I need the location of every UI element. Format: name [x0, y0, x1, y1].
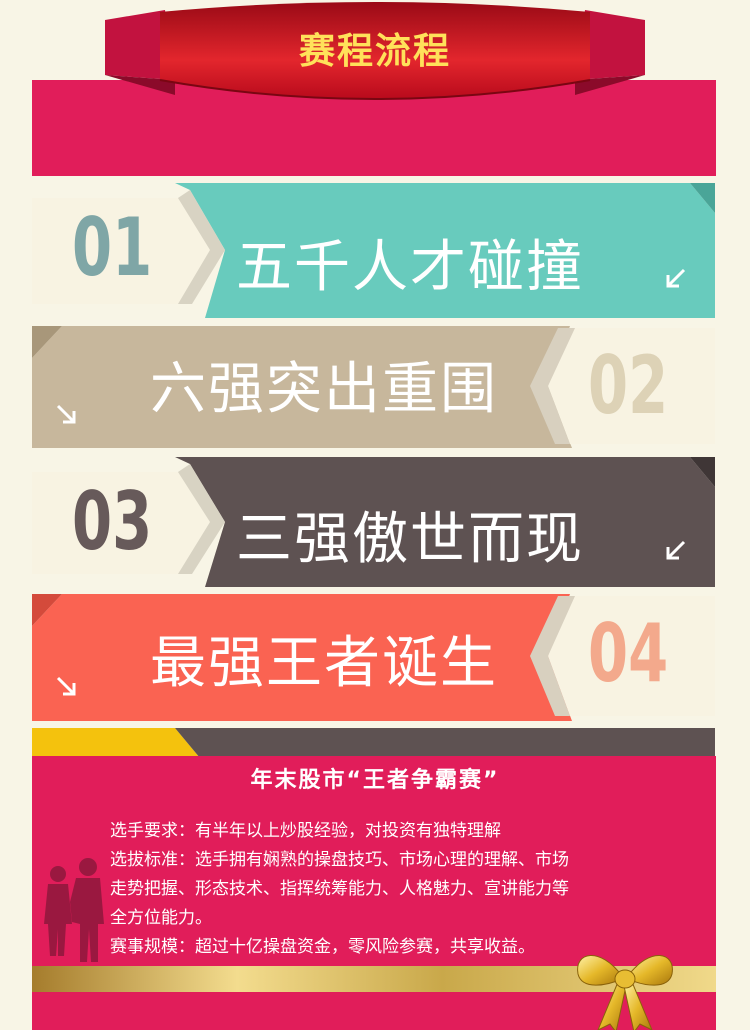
step-3-band — [32, 457, 715, 587]
step-2-title: 六强突出重围 — [150, 357, 498, 422]
info-panel — [32, 728, 716, 1030]
diagonal-arrow-icon — [666, 540, 686, 560]
gold-bow-icon — [577, 955, 673, 1030]
info-title: 年末股市“王者争霸赛” — [250, 768, 500, 793]
header-title: 赛程流程 — [298, 31, 451, 72]
step-1-number: 01 — [72, 201, 153, 294]
step-2-band — [32, 326, 715, 448]
info-line: 选手要求：有半年以上炒股经验，对投资有独特理解 — [110, 821, 501, 841]
step-1-band — [32, 183, 715, 318]
step-2-number: 02 — [588, 339, 669, 432]
info-line: 全方位能力。 — [110, 908, 212, 928]
header-ribbon — [32, 2, 716, 176]
diagonal-arrow-icon — [56, 404, 76, 424]
step-1-title: 五千人才碰撞 — [236, 235, 584, 300]
step-3-number: 03 — [72, 475, 153, 568]
step-4-number: 04 — [588, 607, 669, 700]
step-4-band — [32, 594, 715, 721]
info-line: 走势把握、形态技术、指挥统筹能力、人格魅力、宣讲能力等 — [110, 879, 569, 899]
diagonal-arrow-icon — [666, 268, 686, 288]
step-4-title: 最强王者诞生 — [150, 631, 498, 696]
info-line: 选拔标准：选手拥有娴熟的操盘技巧、市场心理的理解、市场 — [110, 850, 569, 870]
diagonal-arrow-icon — [56, 676, 76, 696]
info-line: 赛事规模：超过十亿操盘资金，零风险参赛，共享收益。 — [110, 937, 535, 957]
business-people-silhouette — [44, 858, 104, 962]
step-3-title: 三强傲世而现 — [236, 507, 584, 572]
